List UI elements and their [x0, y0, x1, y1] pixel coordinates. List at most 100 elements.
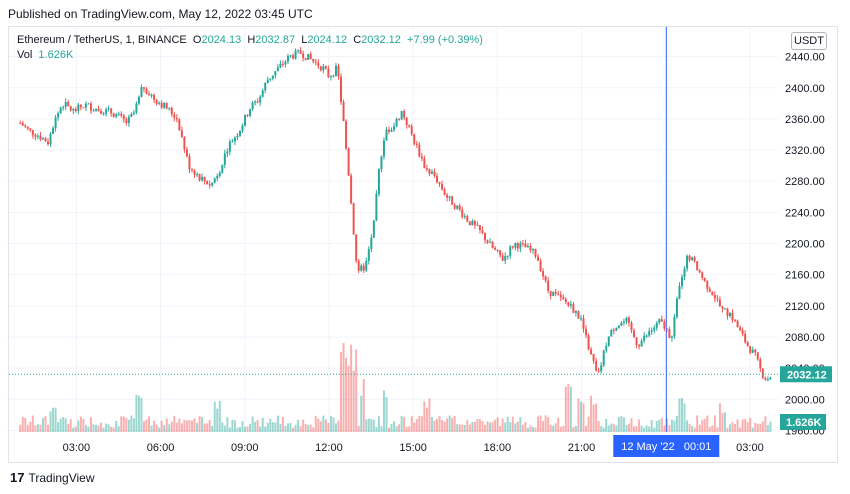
volume-bar	[89, 417, 92, 432]
volume-bar	[600, 426, 603, 432]
candle-body	[706, 280, 709, 289]
candle-body	[552, 291, 555, 296]
candle-body	[577, 311, 580, 319]
volume-bar	[478, 419, 481, 432]
volume-bar	[471, 421, 474, 432]
candle-body	[516, 243, 519, 249]
candle-body	[228, 141, 231, 152]
volume-bar	[433, 420, 436, 432]
volume-bar	[643, 427, 646, 432]
candle-body	[729, 312, 732, 316]
high-value: 2032.87	[255, 34, 296, 46]
candle-body	[345, 121, 348, 149]
candle-body	[324, 66, 327, 69]
volume-bar	[329, 415, 332, 432]
volume-bar	[451, 417, 454, 432]
volume-bar	[140, 397, 143, 432]
candle-body	[380, 156, 383, 170]
candle-body	[559, 294, 562, 298]
candle-body	[463, 216, 466, 218]
candle-body	[382, 140, 385, 157]
candle-body	[57, 113, 60, 118]
volume-bar	[41, 418, 44, 432]
volume-bar	[382, 390, 385, 432]
candle-body	[723, 308, 726, 310]
candle-body	[47, 141, 50, 145]
candle-body	[663, 321, 666, 329]
last-price-badge	[780, 366, 832, 383]
volume-bar	[92, 424, 95, 432]
candle-body	[438, 182, 441, 184]
candle-body	[329, 76, 332, 78]
volume-bar	[655, 420, 658, 432]
candle-body	[428, 169, 431, 174]
price-tick-label: 2200.00	[785, 239, 825, 251]
volume-bar	[190, 420, 193, 432]
candle-body	[501, 255, 504, 261]
volume-bar	[29, 421, 32, 432]
volume-bar	[337, 420, 340, 432]
time-tick-label: 18:00	[484, 442, 512, 454]
volume-bar	[84, 424, 87, 432]
volume-bar	[137, 395, 140, 432]
volume-bar	[271, 422, 274, 432]
candle-body	[461, 209, 464, 217]
volume-bar	[688, 423, 691, 432]
volume-bar	[537, 416, 540, 432]
candle-body	[718, 299, 721, 307]
volume-bar	[266, 422, 269, 432]
volume-bar	[607, 425, 610, 432]
volume-bar	[324, 419, 327, 432]
candle-body	[509, 246, 512, 256]
candle-body	[274, 71, 277, 76]
volume-bar	[39, 424, 42, 432]
volume-bar	[509, 422, 512, 432]
volume-bar	[97, 425, 100, 432]
volume-bar	[155, 424, 158, 432]
candle-body	[761, 368, 764, 378]
volume-bar	[759, 423, 762, 432]
volume-bar	[749, 417, 752, 432]
volume-bar	[754, 422, 757, 432]
candle-body	[716, 298, 719, 300]
candle-body	[403, 110, 406, 118]
candle-body	[360, 265, 363, 271]
volume-bar	[286, 423, 289, 432]
volume-bar	[163, 424, 166, 432]
volume-bar	[132, 418, 135, 432]
volume-bar	[625, 424, 628, 432]
volume-bar	[79, 416, 82, 432]
time-axis: 03:00 06:00 09:00 12:00 15:00 18:00 21:00 03:00…	[63, 435, 764, 457]
candle-body	[145, 88, 148, 94]
candle-body	[610, 329, 613, 337]
volume-bar	[218, 400, 221, 432]
volume-bar	[729, 424, 732, 432]
chart-frame[interactable]	[8, 26, 838, 463]
price-tick-label: 2360.00	[785, 114, 825, 126]
volume-bar	[461, 424, 464, 432]
volume-bar	[261, 417, 264, 432]
volume-bar	[420, 416, 423, 432]
candle-body	[713, 294, 716, 299]
currency-button[interactable]: USDT	[791, 32, 827, 50]
volume-bar	[693, 427, 696, 432]
candle-body	[579, 318, 582, 320]
volume-bar	[612, 424, 615, 432]
volume-bar	[400, 415, 403, 432]
candle-body	[142, 87, 145, 89]
candle-body	[418, 144, 421, 157]
volume-bar	[188, 420, 191, 432]
volume-bar	[332, 417, 335, 432]
volume-bar	[150, 425, 153, 432]
volume-bar	[521, 424, 524, 432]
time-tick-label: 03:00	[736, 442, 764, 454]
volume-bar	[34, 425, 37, 432]
candle-body	[524, 243, 527, 248]
candle-body	[754, 349, 757, 353]
candle-body	[168, 107, 171, 109]
volume-bar	[233, 420, 236, 432]
candle-body	[36, 135, 39, 137]
volume-bar	[456, 424, 459, 432]
volume-bar	[226, 417, 229, 432]
